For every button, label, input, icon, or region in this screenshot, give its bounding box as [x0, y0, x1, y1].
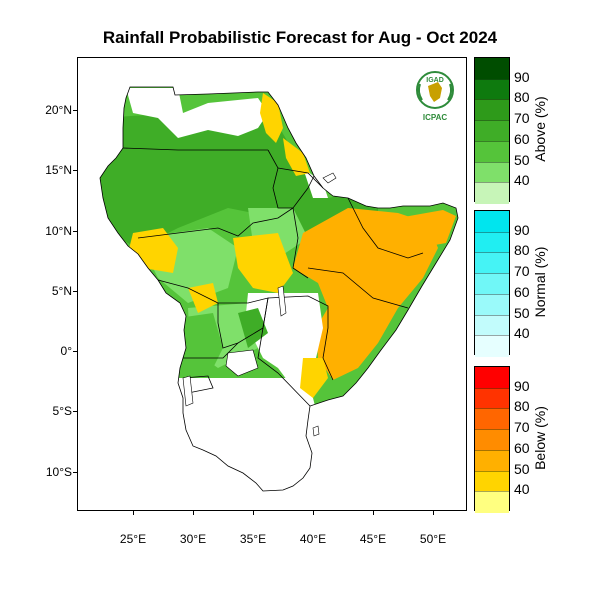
colorbar-tick-label: 50 — [514, 304, 530, 321]
colorbar-swatch — [475, 367, 509, 388]
y-tick-label: 0° — [60, 344, 72, 358]
colorbar-swatch — [475, 491, 509, 513]
igad-icpac-logo: IGAD ICPAC — [410, 68, 460, 128]
colorbar-swatch — [475, 408, 509, 431]
colorbar-swatch — [475, 161, 509, 184]
colorbar-tick-label: 50 — [514, 460, 530, 477]
colorbar-tick-label: 90 — [514, 68, 530, 85]
x-tick-label: 35°E — [239, 532, 267, 546]
x-tick-label: 30°E — [179, 532, 207, 546]
country-boundaries — [99, 86, 459, 492]
x-tick-label: 40°E — [299, 532, 327, 546]
colorbar-swatch — [475, 211, 509, 232]
y-tick — [73, 110, 77, 111]
colorbar — [474, 210, 510, 357]
colorbar-swatch — [475, 335, 509, 357]
y-tick — [73, 230, 77, 232]
colorbar-swatch — [475, 314, 509, 337]
colorbar-tick-label: 60 — [514, 130, 530, 147]
logo-emblem-icon: IGAD ICPAC — [416, 71, 454, 122]
y-tick — [73, 290, 77, 292]
logo-top-text: IGAD — [426, 77, 444, 84]
colorbar-swatch — [475, 120, 509, 142]
x-tick — [253, 511, 254, 515]
colorbar-swatch — [475, 58, 509, 79]
chart-title: Rainfall Probabilistic Forecast for Aug … — [102, 28, 498, 47]
colorbar-swatch — [475, 99, 509, 122]
x-tick — [193, 511, 194, 515]
colorbar-swatch — [475, 140, 509, 163]
colorbar-tick-label: 40 — [514, 481, 530, 498]
colorbar-swatch — [475, 78, 509, 101]
colorbar-tick-label: 90 — [514, 221, 530, 238]
colorbar-tick-label: 50 — [514, 151, 530, 168]
y-tick-label: 15°N — [45, 163, 72, 178]
colorbar-swatch — [475, 387, 509, 410]
colorbar-tick-label: 90 — [514, 377, 530, 394]
colorbar-tick-label: 80 — [514, 89, 530, 106]
map-frame — [77, 57, 467, 511]
forecast-fill — [100, 87, 458, 491]
y-tick-label: 10°N — [45, 223, 72, 238]
colorbar-tick-label: 80 — [514, 398, 530, 415]
colorbar-title: Above (%) — [532, 95, 548, 162]
y-tick — [73, 471, 77, 473]
colorbar — [474, 57, 510, 204]
colorbar-swatch — [475, 182, 509, 204]
colorbar-swatch — [475, 252, 509, 275]
colorbar-swatch — [475, 293, 509, 316]
x-tick — [433, 511, 434, 515]
x-tick — [373, 511, 374, 515]
logo-bottom-text: ICPAC — [423, 113, 448, 122]
y-tick — [73, 351, 77, 352]
colorbar-title: Below (%) — [532, 405, 548, 470]
x-tick — [313, 511, 314, 515]
colorbar-swatch — [475, 429, 509, 451]
colorbar-swatch — [475, 449, 509, 472]
colorbar-swatch — [475, 231, 509, 254]
colorbar-tick-label: 70 — [514, 110, 530, 127]
y-tick-label: 5°S — [52, 404, 72, 419]
x-tick-label: 50°E — [419, 532, 447, 546]
y-tick — [73, 170, 77, 172]
colorbar-tick-label: 70 — [514, 419, 530, 436]
y-tick — [73, 411, 77, 413]
colorbar — [474, 366, 510, 513]
x-tick — [133, 511, 134, 515]
colorbar-tick-label: 60 — [514, 439, 530, 456]
colorbar-tick-label: 40 — [514, 172, 530, 189]
x-tick-label: 25°E — [119, 532, 147, 546]
colorbar-tick-label: 40 — [514, 325, 530, 342]
colorbar-tick-label: 60 — [514, 283, 530, 300]
colorbar-tick-label: 80 — [514, 242, 530, 259]
islands — [312, 172, 337, 437]
x-tick-label: 45°E — [359, 532, 387, 546]
forecast-map — [99, 86, 459, 492]
y-tick-label: 5°N — [51, 283, 72, 298]
y-tick-label: 10°S — [45, 464, 72, 479]
lakes — [182, 285, 287, 407]
colorbar-title: Normal (%) — [532, 246, 548, 317]
colorbar-swatch — [475, 470, 509, 493]
colorbar-tick-label: 70 — [514, 263, 530, 280]
colorbar-swatch — [475, 273, 509, 295]
y-tick-label: 20°N — [45, 103, 72, 117]
